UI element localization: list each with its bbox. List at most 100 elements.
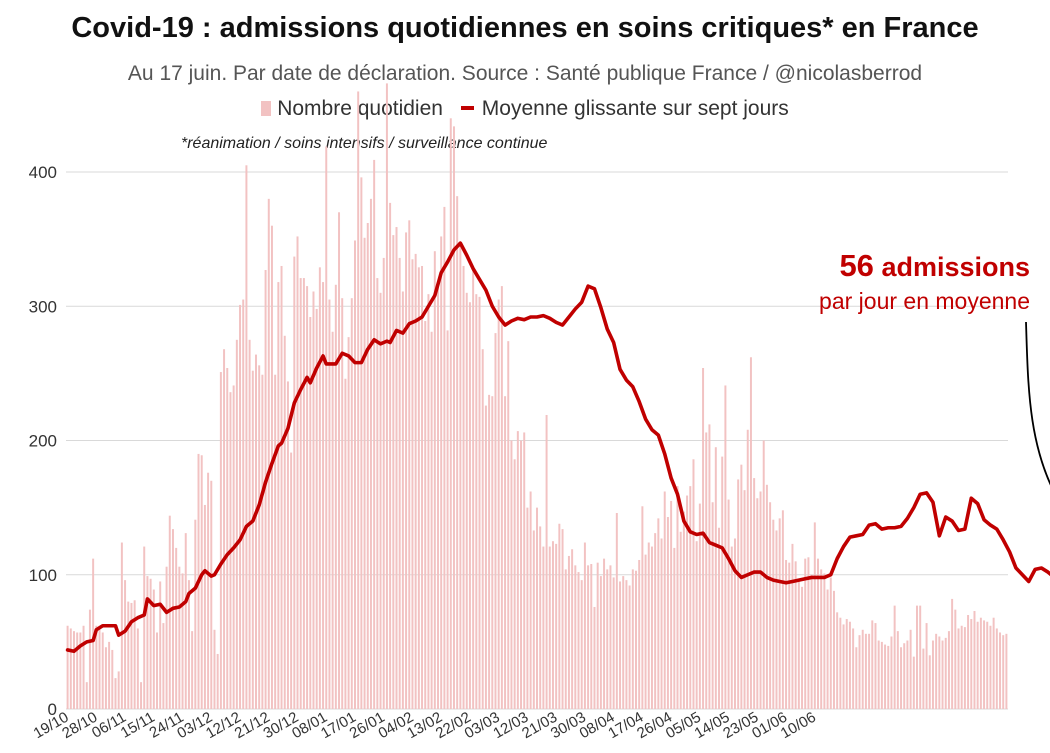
moving-average-polyline: [65, 241, 1050, 654]
bar: [571, 549, 574, 709]
bar: [810, 574, 813, 709]
chart-footnote: *réanimation / soins intensifs / surveil…: [181, 135, 548, 152]
bar: [884, 644, 887, 709]
bar: [813, 522, 816, 709]
bar: [753, 478, 756, 709]
bar: [842, 624, 845, 709]
bar: [456, 196, 459, 709]
bar: [670, 500, 673, 709]
bar: [363, 237, 366, 709]
y-tick-label: 400: [29, 163, 57, 182]
bar: [79, 632, 82, 709]
bar: [567, 555, 570, 709]
bar: [360, 177, 363, 709]
bar: [756, 498, 759, 709]
bar: [615, 513, 618, 709]
bar: [516, 431, 519, 709]
bar: [92, 558, 95, 709]
callout-arrow-line: [1025, 321, 1050, 486]
bar: [619, 581, 622, 709]
bar: [583, 542, 586, 709]
bar: [916, 605, 918, 709]
bar: [858, 635, 861, 709]
bar: [654, 533, 657, 709]
callout-number: 56: [839, 248, 874, 283]
bar: [890, 636, 893, 709]
bar: [692, 459, 695, 709]
bar: [666, 517, 669, 709]
bar: [593, 606, 596, 709]
bar: [430, 331, 433, 709]
bar: [826, 589, 829, 709]
bar: [350, 298, 353, 709]
bar: [628, 585, 631, 709]
bar: [558, 523, 561, 709]
bar: [999, 632, 1002, 709]
bar: [861, 629, 864, 709]
bar: [727, 499, 730, 709]
y-tick-label: 200: [29, 432, 57, 451]
bar: [682, 511, 685, 709]
bar: [746, 429, 749, 709]
bar: [893, 605, 896, 709]
bar: [427, 294, 430, 709]
bar: [152, 589, 155, 709]
bar: [954, 609, 957, 709]
bar: [203, 504, 206, 709]
bar: [823, 573, 826, 709]
bar: [577, 572, 580, 709]
bar: [702, 368, 705, 709]
bar: [539, 526, 542, 709]
bar: [794, 561, 797, 709]
legend-line-swatch: [460, 106, 474, 110]
bar: [66, 625, 69, 709]
bar: [421, 265, 424, 709]
y-tick-label: 0: [48, 700, 57, 719]
bar: [714, 447, 717, 709]
bar: [120, 542, 123, 709]
bar: [449, 118, 452, 710]
bar: [660, 538, 663, 709]
bar: [976, 621, 979, 709]
bar: [401, 291, 404, 709]
bar: [475, 294, 478, 709]
bar: [379, 292, 382, 709]
bar: [797, 581, 800, 709]
bar: [622, 576, 625, 709]
bar: [258, 365, 261, 709]
bar: [922, 648, 925, 709]
legend-bar-swatch: [261, 101, 272, 116]
bar: [325, 146, 328, 710]
bar: [433, 251, 436, 709]
bar: [488, 394, 491, 709]
bar: [296, 236, 299, 709]
bar: [807, 557, 810, 709]
bar: [574, 565, 577, 709]
bar: [765, 484, 768, 709]
bar: [695, 541, 698, 709]
bar: [408, 220, 411, 709]
bar: [200, 455, 203, 709]
bar: [452, 126, 455, 710]
bar: [801, 586, 804, 709]
bar: [925, 623, 928, 709]
bar: [277, 282, 280, 709]
bar: [130, 602, 133, 709]
bar: [443, 206, 446, 709]
bar: [309, 316, 312, 709]
bar: [788, 562, 791, 709]
bar: [376, 278, 379, 709]
bar: [117, 671, 120, 709]
bar: [845, 619, 848, 709]
y-axis-labels: 0 100 200 300 400: [29, 163, 57, 719]
bar: [235, 339, 238, 709]
bar: [970, 619, 973, 709]
x-axis-labels: 19/1028/1006/1115/1124/1103/1212/1221/12…: [31, 709, 819, 742]
bar: [992, 617, 995, 709]
bar: [239, 304, 242, 709]
bar: [510, 440, 513, 709]
bar: [255, 354, 257, 709]
bar: [69, 628, 72, 709]
bar: [791, 543, 794, 709]
bar: [143, 546, 146, 709]
